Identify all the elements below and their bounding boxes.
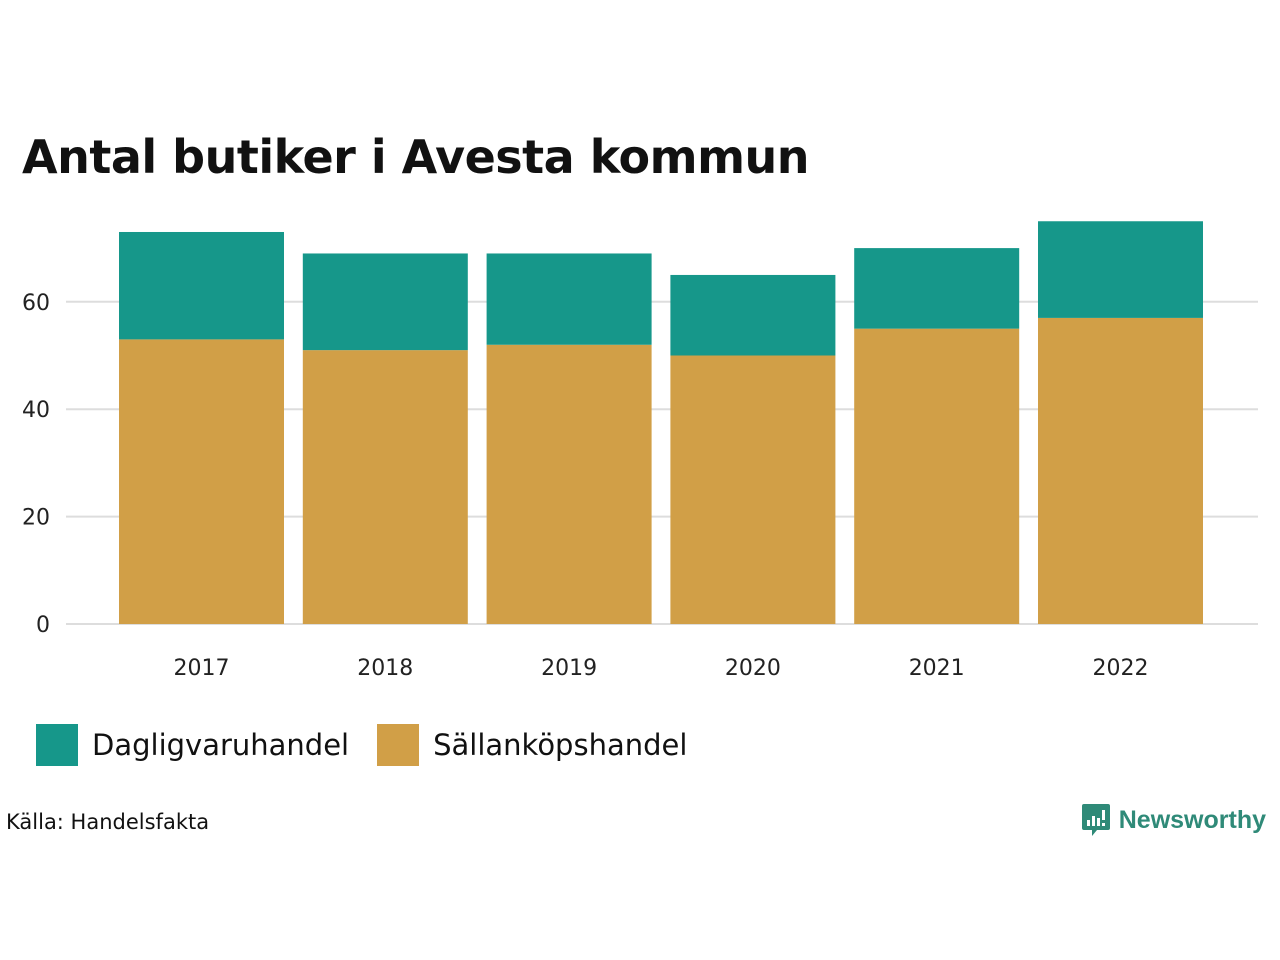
y-tick-label: 40 [22, 398, 50, 423]
bar-sallankopshandel-2017 [119, 339, 284, 624]
bar-sallankopshandel-2019 [486, 344, 652, 624]
brand-logo: Newsworthy [1081, 802, 1266, 838]
y-tick-label: 20 [22, 506, 50, 531]
x-tick-label-2018: 2018 [357, 656, 413, 681]
bars [119, 221, 1203, 624]
legend-item-dagligvaruhandel: Dagligvaruhandel [36, 724, 349, 766]
x-tick-label-2020: 2020 [725, 656, 781, 681]
x-axis-ticks: 2017 2018 2019 2020 2021 2022 [174, 656, 1149, 681]
legend-swatch-sallankopshandel [377, 724, 420, 766]
y-axis-ticks: 0 20 40 60 [22, 291, 50, 638]
chart-plot: 0 20 40 60 2017 2018 2019 2020 2021 2022 [22, 221, 1258, 681]
x-tick-label-2017: 2017 [174, 656, 230, 681]
bar-sallankopshandel-2020 [670, 355, 836, 624]
newsworthy-logo-icon [1081, 804, 1110, 836]
legend: Dagligvaruhandel Sällanköpshandel [36, 724, 687, 766]
x-tick-label-2022: 2022 [1093, 656, 1149, 681]
bar-dagligvaruhandel-2019 [486, 253, 652, 345]
bar-sallankopshandel-2018 [302, 350, 468, 624]
bar-sallankopshandel-2021 [854, 328, 1020, 624]
legend-label-dagligvaruhandel: Dagligvaruhandel [92, 728, 350, 762]
chart-title: Antal butiker i Avesta kommun [22, 130, 810, 184]
source-note: Källa: Handelsfakta [6, 810, 210, 834]
y-tick-label: 60 [22, 291, 50, 316]
brand-name: Newsworthy [1118, 805, 1266, 834]
y-tick-label: 0 [36, 613, 50, 638]
legend-swatch-dagligvaruhandel [36, 724, 78, 766]
legend-item-sallankopshandel: Sällanköpshandel [377, 724, 687, 766]
bar-dagligvaruhandel-2017 [119, 231, 284, 340]
bar-sallankopshandel-2022 [1038, 317, 1203, 624]
bar-dagligvaruhandel-2018 [302, 253, 468, 351]
bar-dagligvaruhandel-2021 [854, 248, 1020, 329]
legend-label-sallankopshandel: Sällanköpshandel [433, 728, 688, 762]
x-tick-label-2021: 2021 [909, 656, 965, 681]
bar-dagligvaruhandel-2020 [670, 274, 836, 356]
bar-dagligvaruhandel-2022 [1038, 221, 1203, 318]
x-tick-label-2019: 2019 [541, 656, 597, 681]
